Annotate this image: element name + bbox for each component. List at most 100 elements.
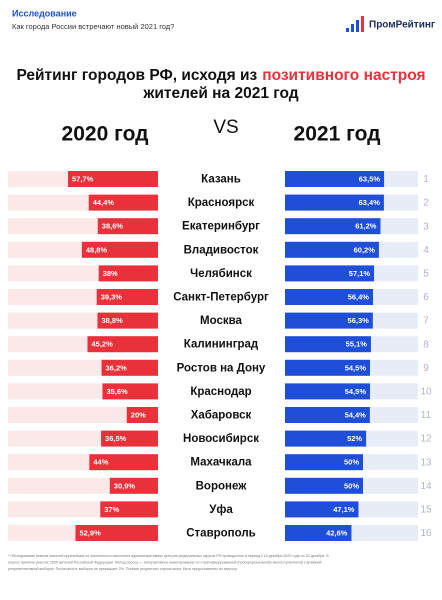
value-label: 60,2% <box>354 245 376 254</box>
rank-label: 12 <box>420 434 432 445</box>
value-label: 57,1% <box>349 269 371 278</box>
value-label: 56,4% <box>348 292 370 301</box>
bar-2020 <box>97 312 158 329</box>
bar-2021 <box>285 477 363 494</box>
value-label: 50% <box>344 458 359 467</box>
city-label: Казань <box>201 174 241 186</box>
rank-label: 1 <box>423 174 429 185</box>
logo-text: ПромРейтинг <box>369 20 435 31</box>
bar-2021 <box>285 407 370 423</box>
value-label: 37% <box>104 505 119 514</box>
city-label: Красноярск <box>188 197 255 209</box>
bar-2021 <box>285 383 371 400</box>
bar-2021 <box>285 336 371 353</box>
value-label: 52,9% <box>79 528 101 537</box>
value-label: 45,2% <box>91 340 113 349</box>
value-label: 36,5% <box>105 434 127 443</box>
city-label: Челябинск <box>190 268 252 280</box>
value-label: 47,1% <box>333 505 355 514</box>
bar-2021 <box>285 289 373 305</box>
value-label: 39,3% <box>101 292 123 301</box>
value-label: 52% <box>347 434 362 443</box>
rank-label: 4 <box>423 245 429 256</box>
value-label: 56,3% <box>348 316 370 325</box>
title-highlight: позитивного настроя <box>262 67 425 84</box>
value-label: 44,4% <box>93 198 115 207</box>
vs-label: VS <box>213 117 238 138</box>
rank-label: 8 <box>423 339 429 350</box>
value-label: 35,6% <box>106 387 128 396</box>
section-label: Исследование <box>12 8 77 18</box>
bar-2020 <box>75 525 158 541</box>
value-label: 42,6% <box>326 528 348 537</box>
city-label: Ростов на Дону <box>177 362 266 374</box>
bar-2021 <box>285 430 367 447</box>
rank-label: 3 <box>423 221 429 232</box>
value-label: 63,5% <box>359 174 381 183</box>
bar-2020 <box>96 289 158 305</box>
bar-2020 <box>101 359 158 376</box>
rank-label: 14 <box>420 481 432 492</box>
footnote: опросе приняли участие 2600 жителей Росс… <box>8 560 321 564</box>
footnote: * Обследование мнения жителей крупнейших… <box>8 554 329 558</box>
bar-2021 <box>285 312 373 329</box>
rank-label: 16 <box>420 528 432 539</box>
rank-label: 6 <box>423 292 429 303</box>
value-label: 54,5% <box>345 363 367 372</box>
logo-icon <box>346 16 364 32</box>
rank-label: 5 <box>423 269 429 280</box>
city-label: Санкт-Петербург <box>173 292 269 304</box>
city-label: Уфа <box>209 504 233 516</box>
bar-2021 <box>285 525 352 541</box>
row-bg-left <box>8 407 158 423</box>
bar-2020 <box>126 407 158 423</box>
city-label: Новосибирск <box>183 433 259 445</box>
bar-2021 <box>285 218 381 235</box>
left-heading: 2020 год <box>62 123 149 146</box>
bar-2020 <box>101 430 158 447</box>
rank-label: 7 <box>423 316 429 327</box>
value-label: 55,1% <box>346 340 368 349</box>
value-label: 48,8% <box>86 245 108 254</box>
value-label: 54,5% <box>345 387 367 396</box>
bar-2021 <box>285 194 384 211</box>
bar-2021 <box>285 359 371 376</box>
value-label: 57,7% <box>72 174 94 183</box>
city-label: Екатеринбург <box>182 221 260 233</box>
bar-2020 <box>102 383 158 400</box>
bar-2021 <box>285 501 359 518</box>
value-label: 44% <box>93 458 108 467</box>
value-label: 38,6% <box>102 222 124 231</box>
value-label: 63,4% <box>359 198 381 207</box>
value-label: 20% <box>131 410 146 419</box>
bar-2020 <box>67 171 158 187</box>
city-label: Калининград <box>184 339 259 351</box>
value-label: 38,8% <box>101 316 123 325</box>
bar-2021 <box>285 454 363 471</box>
chart-title-line2: жителей на 2021 год <box>142 85 298 102</box>
bar-2020 <box>88 194 158 211</box>
bar-2021 <box>285 265 375 282</box>
rank-label: 15 <box>420 505 432 516</box>
footnote: репрезентативной выборке. Погрешность вы… <box>8 567 237 571</box>
bar-2021 <box>285 171 385 187</box>
rank-label: 10 <box>420 387 432 398</box>
value-label: 30,9% <box>114 481 136 490</box>
city-label: Ставрополь <box>186 528 256 540</box>
right-heading: 2021 год <box>294 123 381 146</box>
value-label: 61,2% <box>355 222 377 231</box>
city-label: Махачкала <box>190 457 252 469</box>
city-label: Хабаровск <box>191 410 252 422</box>
value-label: 54,4% <box>345 410 367 419</box>
city-label: Владивосток <box>184 244 259 256</box>
bar-2020 <box>98 265 158 282</box>
rank-label: 9 <box>423 363 429 374</box>
chart-title: Рейтинг городов РФ, исходя из позитивного… <box>16 67 425 84</box>
rank-label: 11 <box>421 410 432 421</box>
bar-2020 <box>87 336 158 353</box>
value-label: 36,2% <box>106 363 128 372</box>
city-label: Краснодар <box>190 386 251 398</box>
bar-2020 <box>97 218 158 235</box>
